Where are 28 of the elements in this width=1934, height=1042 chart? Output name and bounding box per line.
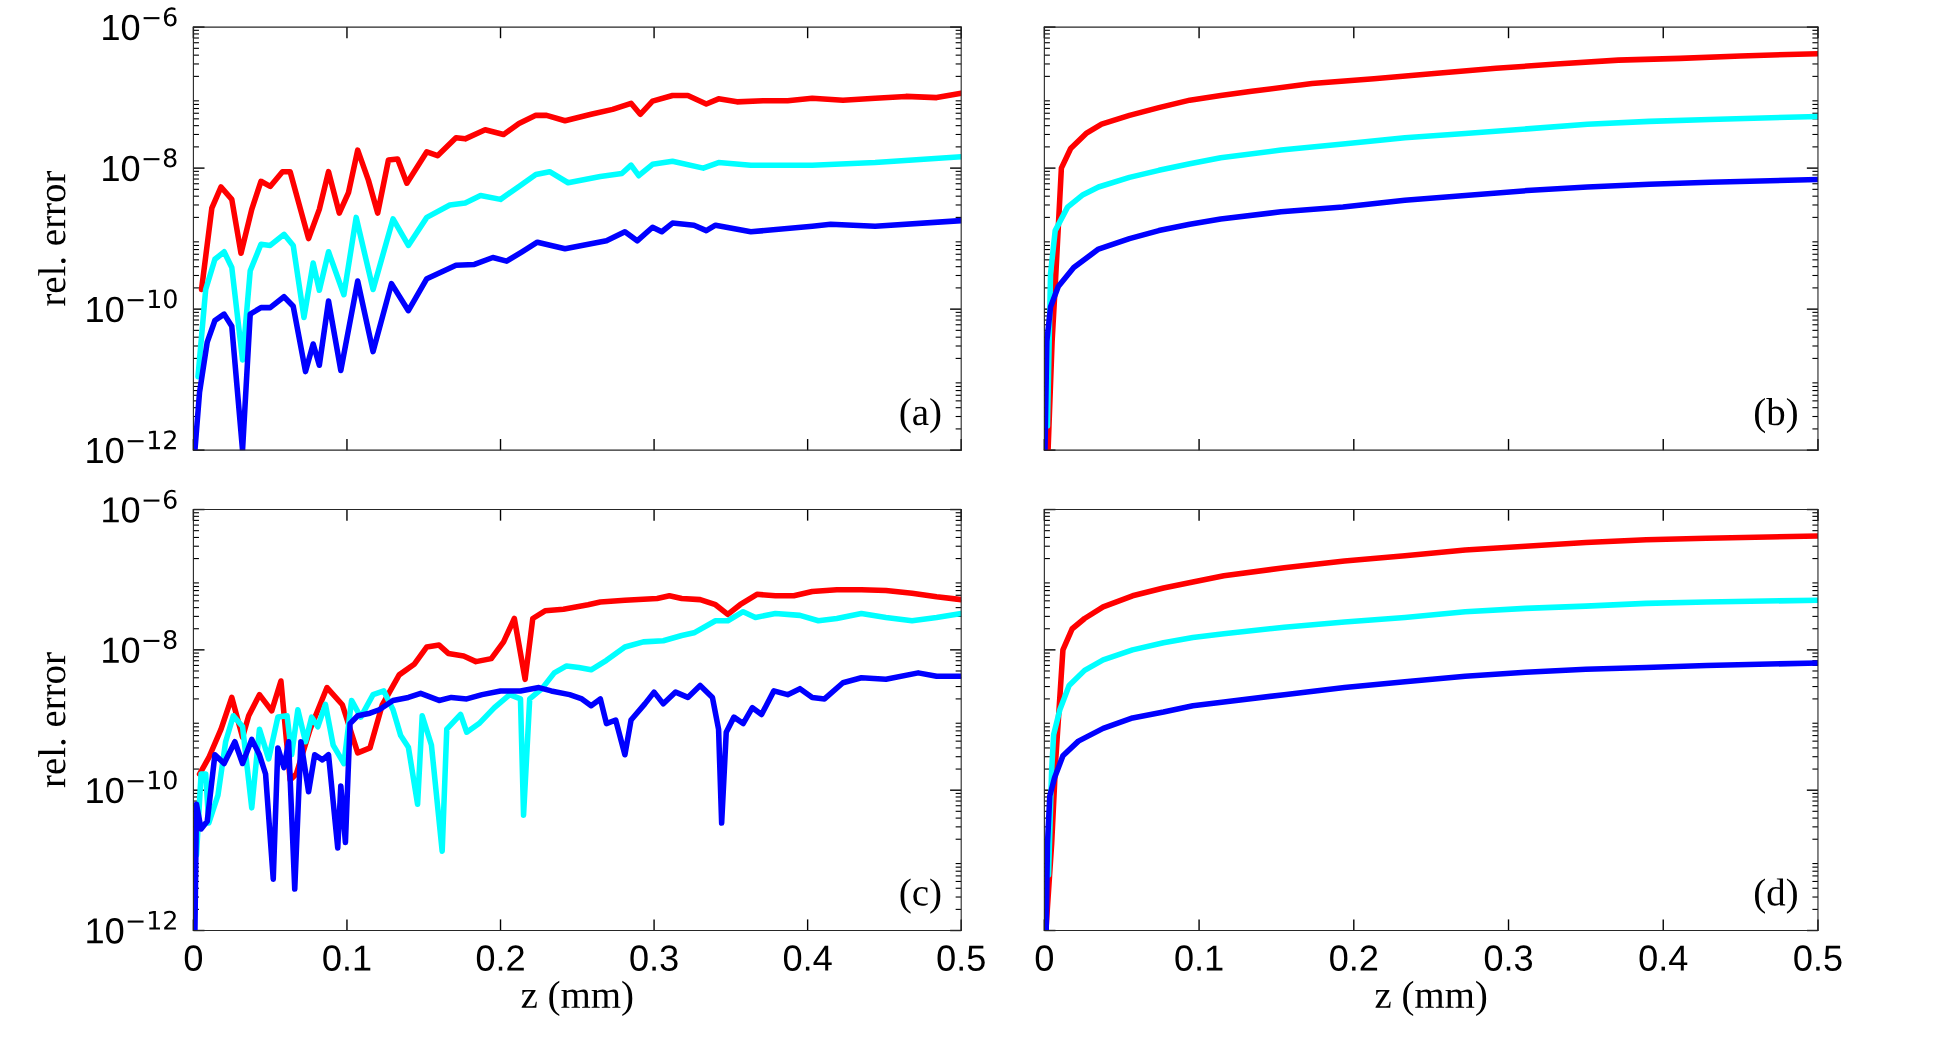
x-tick-label: 0.1 bbox=[323, 945, 371, 971]
x-tick-label: 0.2 bbox=[1330, 945, 1378, 971]
y-tick-label: 10$^{−12}$ bbox=[87, 910, 176, 944]
x-tick-label: 0.1 bbox=[1175, 945, 1223, 971]
x-tick-label: 0.4 bbox=[783, 945, 832, 971]
y-axis-title: rel. error bbox=[38, 652, 66, 788]
y-tick-label: 10$^{−6}$ bbox=[103, 489, 177, 523]
annotation: (d) bbox=[1754, 878, 1797, 914]
x-tick-label: 0.3 bbox=[630, 945, 678, 971]
x-tick-label: 0.5 bbox=[937, 945, 985, 971]
annotation: (a) bbox=[900, 397, 941, 434]
y-tick-label: 10$^{−12}$ bbox=[87, 430, 176, 464]
y-tick-label: 10$^{−6}$ bbox=[103, 7, 177, 41]
y-axis-title: rel. error bbox=[38, 170, 66, 306]
x-axis-title: z (mm) bbox=[1375, 980, 1487, 1017]
y-tick-label: 10$^{−8}$ bbox=[103, 148, 177, 182]
y-tick-label: 10$^{−10}$ bbox=[87, 289, 177, 323]
y-tick-label: 10$^{−8}$ bbox=[103, 630, 177, 664]
x-tick-label: 0.4 bbox=[1639, 945, 1688, 971]
x-tick-label: 0.5 bbox=[1794, 945, 1842, 971]
y-tick-label: 10$^{−10}$ bbox=[87, 770, 177, 804]
annotation: (c) bbox=[900, 878, 941, 914]
x-tick-label: 0.3 bbox=[1484, 945, 1533, 971]
x-tick-label: 0 bbox=[184, 945, 203, 971]
x-tick-label: 0.2 bbox=[476, 945, 524, 971]
annotation: (b) bbox=[1754, 397, 1797, 434]
x-tick-label: 0 bbox=[1035, 945, 1053, 971]
x-axis-title: z (mm) bbox=[521, 980, 633, 1017]
